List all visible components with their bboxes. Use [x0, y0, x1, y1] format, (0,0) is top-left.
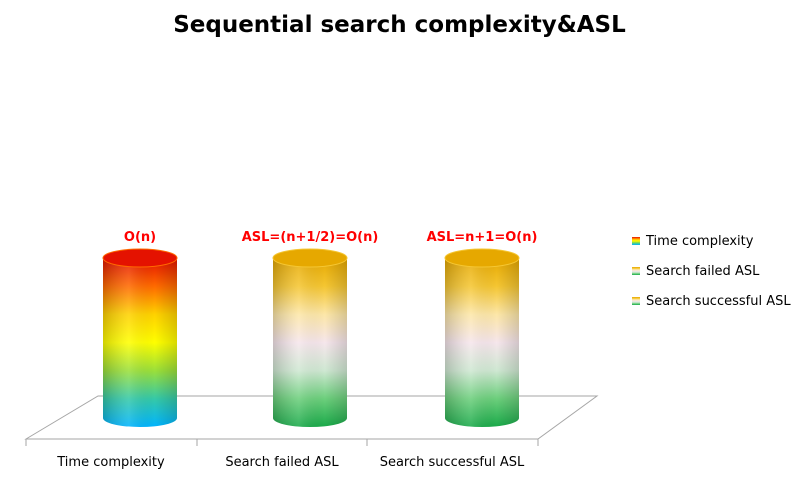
chart-legend: Time complexity Search failed ASL Search…	[632, 226, 791, 316]
legend-swatch-icon	[632, 297, 640, 305]
bar-top-cap	[102, 248, 178, 268]
bar-3	[444, 248, 520, 427]
legend-swatch-icon	[632, 237, 640, 245]
chart-title: Sequential search complexity&ASL	[173, 12, 626, 38]
data-label: O(n)	[124, 230, 156, 245]
bar-top-cap	[444, 248, 520, 268]
bar-top-cap	[272, 248, 348, 268]
legend-label: Search successful ASL	[646, 293, 791, 309]
category-label: Search successful ASL	[380, 455, 525, 470]
data-label: ASL=(n+1/2)=O(n)	[242, 230, 379, 245]
legend-label: Search failed ASL	[646, 263, 760, 279]
legend-item-time-complexity: Time complexity	[632, 226, 791, 256]
data-label: ASL=n+1=O(n)	[427, 230, 538, 245]
category-label: Search failed ASL	[225, 455, 339, 470]
legend-item-search-failed-asl: Search failed ASL	[632, 256, 791, 286]
legend-swatch-icon	[632, 267, 640, 275]
category-label: Time complexity	[56, 455, 165, 470]
bar-2	[272, 248, 348, 427]
legend-item-search-successful-asl: Search successful ASL	[632, 286, 791, 316]
legend-label: Time complexity	[646, 233, 754, 249]
bar-1	[102, 248, 178, 427]
